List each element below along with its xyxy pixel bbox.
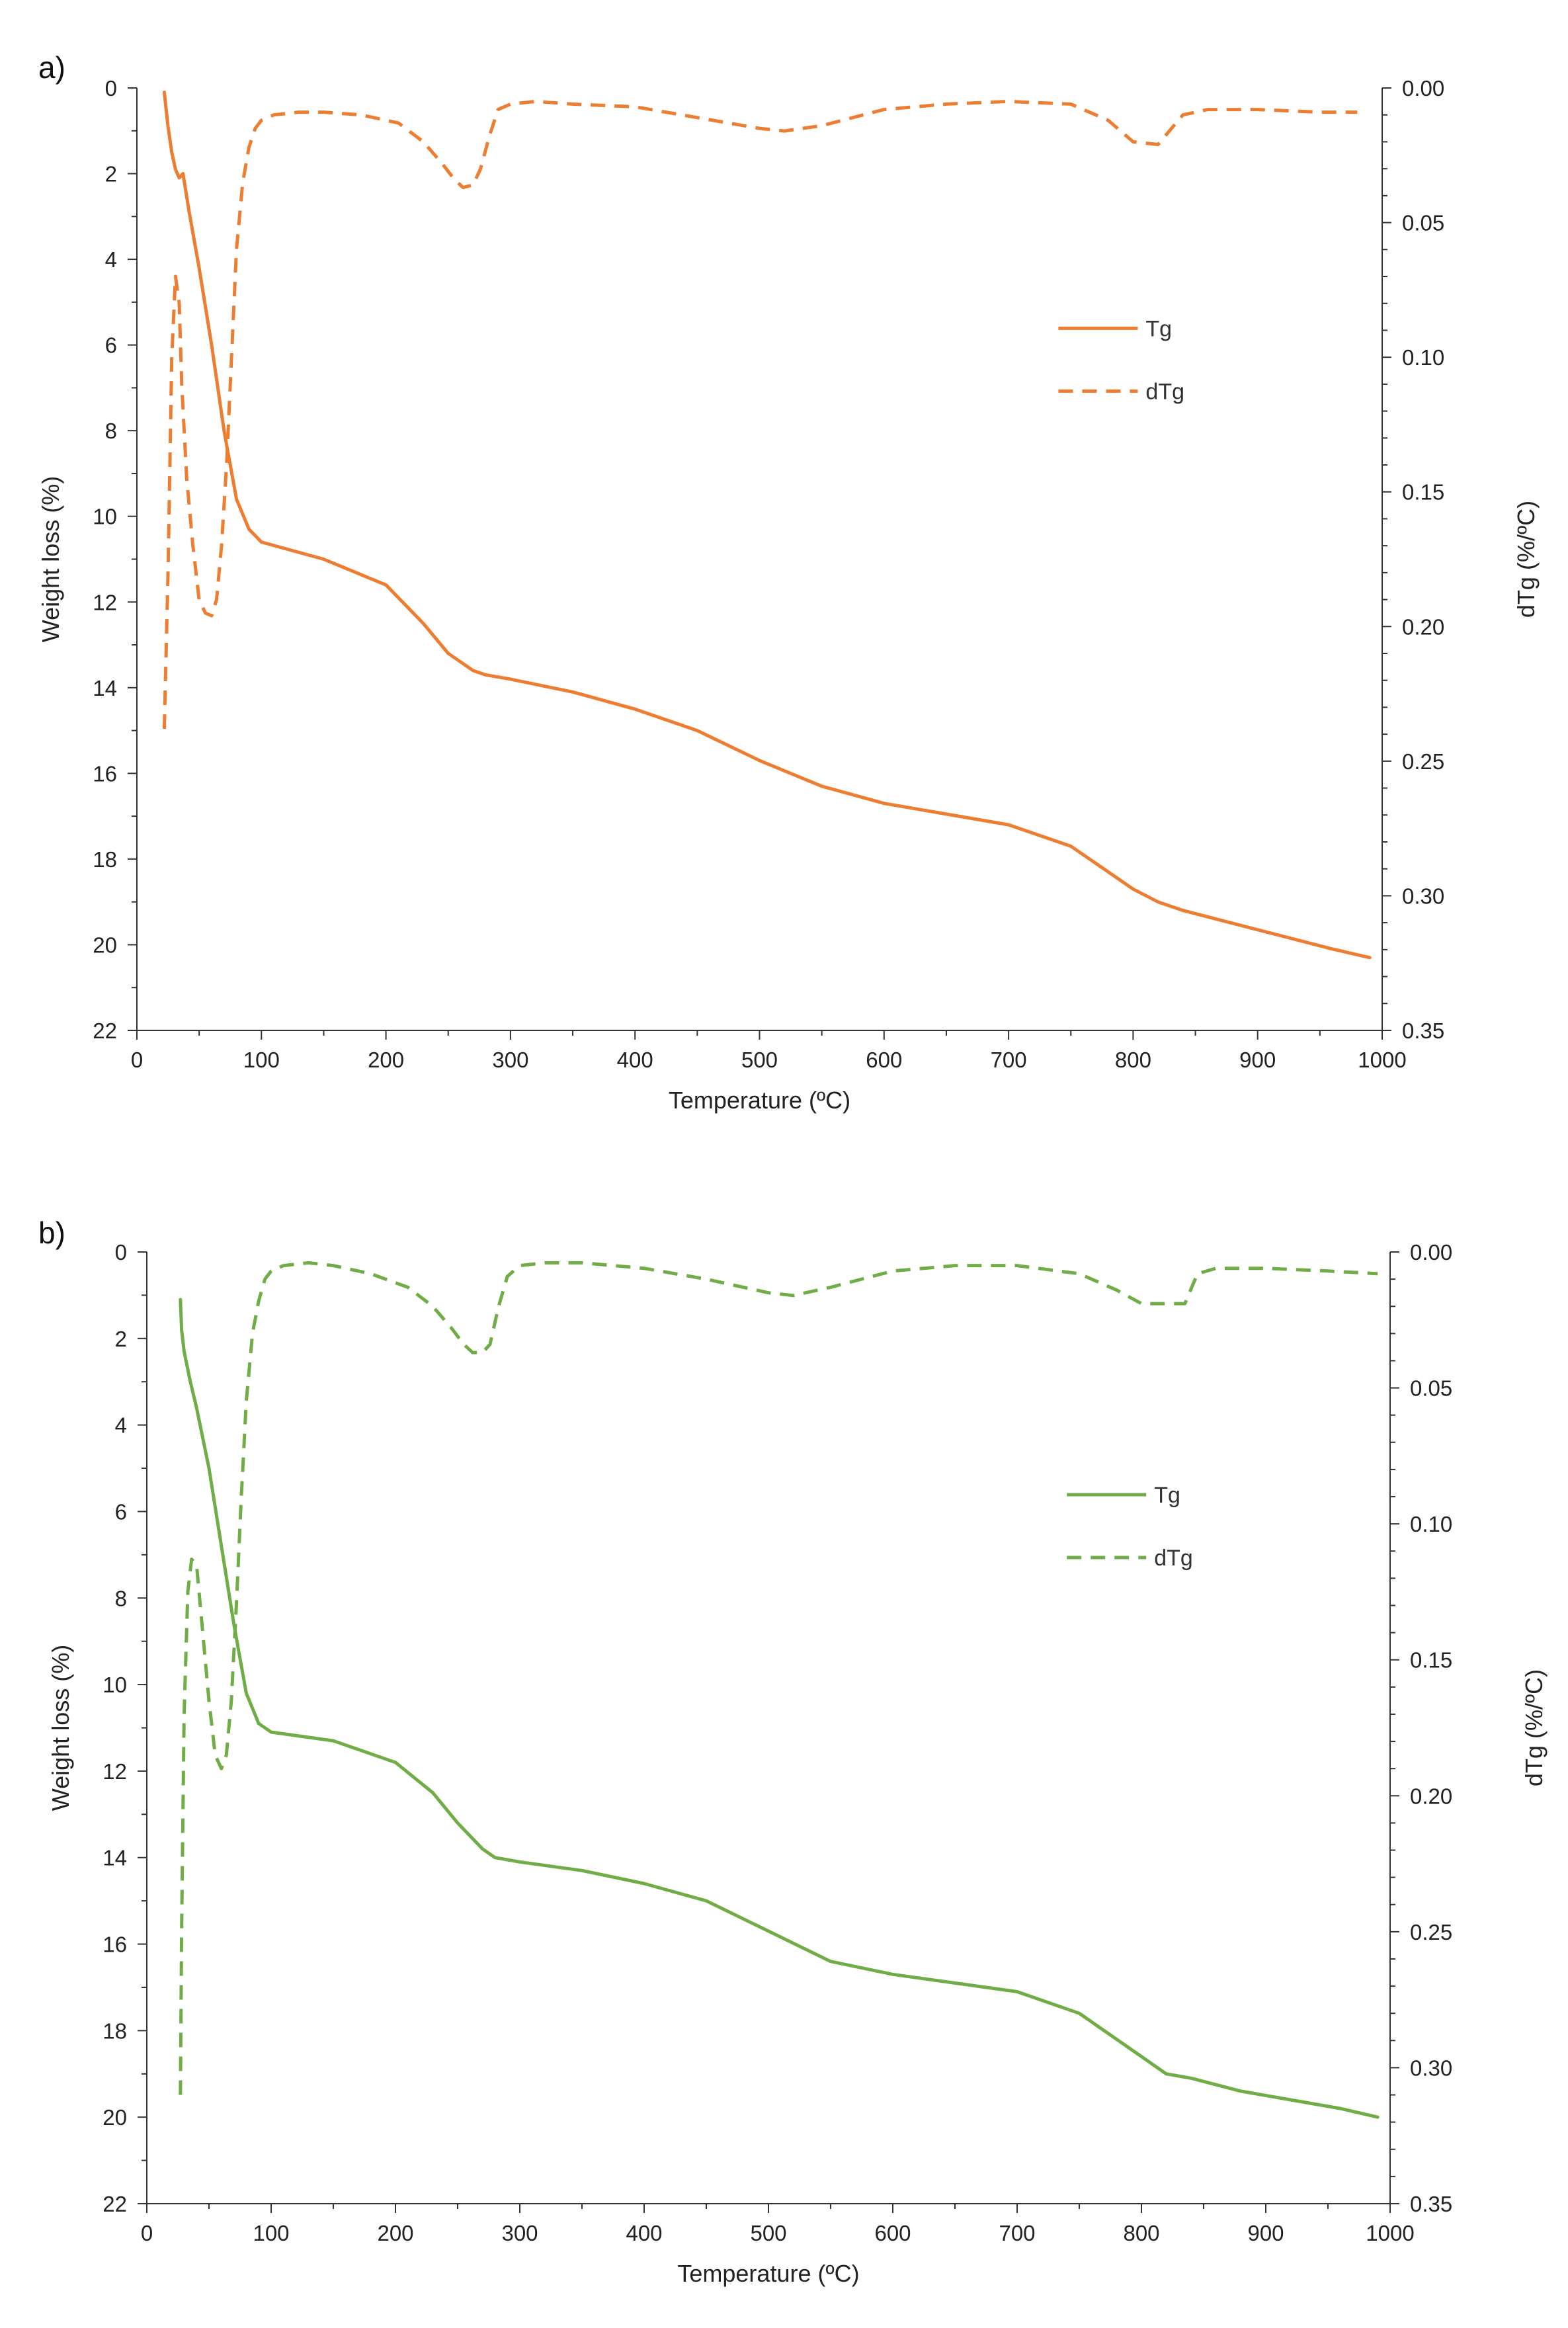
y2-tick-label: 0.35 bbox=[1410, 2192, 1452, 2216]
x-tick-label: 500 bbox=[750, 2221, 786, 2245]
y2-tick-label: 0.00 bbox=[1402, 76, 1444, 101]
y2-tick-label: 0.10 bbox=[1402, 345, 1444, 370]
y-tick-label: 22 bbox=[93, 1018, 117, 1043]
y-tick-label: 0 bbox=[115, 1240, 127, 1265]
y-tick-label: 20 bbox=[93, 933, 117, 957]
y2-tick-label: 0.35 bbox=[1402, 1018, 1444, 1043]
y-tick-label: 14 bbox=[103, 1846, 127, 1870]
x-tick-label: 1000 bbox=[1366, 2221, 1414, 2245]
series-line-dtg bbox=[179, 1261, 1378, 2095]
y-tick-label: 2 bbox=[115, 1327, 127, 1351]
x-tick-label: 400 bbox=[617, 1048, 653, 1072]
series-line-tg bbox=[179, 1298, 1380, 2119]
x-tick-label: 800 bbox=[1123, 2221, 1159, 2245]
x-tick-label: 800 bbox=[1115, 1048, 1151, 1072]
y-tick-label: 18 bbox=[103, 2018, 127, 2043]
y2-tick-label: 0.15 bbox=[1402, 480, 1444, 505]
x-tick-label: 100 bbox=[253, 2221, 289, 2245]
y-tick-label: 18 bbox=[93, 847, 117, 872]
x-tick-label: 600 bbox=[874, 2221, 911, 2245]
y-tick-label: 22 bbox=[103, 2192, 127, 2216]
y-tick-label: 10 bbox=[93, 505, 117, 529]
x-tick-label: 900 bbox=[1239, 1048, 1276, 1072]
y2-tick-label: 0.25 bbox=[1410, 1920, 1452, 1944]
y-tick-label: 20 bbox=[103, 2105, 127, 2130]
y-tick-label: 6 bbox=[105, 333, 117, 358]
y-tick-label: 6 bbox=[115, 1499, 127, 1524]
x-tick-label: 600 bbox=[866, 1048, 902, 1072]
y-tick-label: 4 bbox=[115, 1413, 127, 1438]
legend-label-tg: Tg bbox=[1145, 316, 1172, 341]
y-tick-label: 8 bbox=[115, 1586, 127, 1610]
chart-panel-2: b) 0 100 200 300 400 500 600 700 800 900 1000 0 2 4 6 8 1… bbox=[38, 1216, 1547, 2287]
y2-tick-label: 0.20 bbox=[1402, 614, 1444, 639]
x-tick-label: 1000 bbox=[1358, 1048, 1406, 1072]
x-tick-label: 700 bbox=[999, 2221, 1035, 2245]
y-tick-label: 10 bbox=[103, 1673, 127, 1697]
y-axis-title: Weight loss (%) bbox=[47, 1645, 74, 1811]
y-axis-title: Weight loss (%) bbox=[37, 476, 64, 642]
y2-tick-label: 0.05 bbox=[1402, 211, 1444, 235]
x-tick-label: 0 bbox=[131, 1048, 143, 1072]
panel-label: b) bbox=[38, 1216, 65, 1250]
y2-axis-title: dTg (%/ºC) bbox=[1520, 1669, 1547, 1786]
y2-tick-label: 0.00 bbox=[1410, 1240, 1452, 1265]
y-tick-label: 4 bbox=[105, 247, 117, 272]
x-tick-label: 200 bbox=[368, 1048, 404, 1072]
x-tick-label: 300 bbox=[492, 1048, 528, 1072]
series-line-dtg bbox=[162, 99, 1358, 729]
x-axis-title: Temperature (ºC) bbox=[669, 1087, 850, 1114]
y-tick-label: 16 bbox=[93, 761, 117, 786]
x-tick-label: 100 bbox=[243, 1048, 280, 1072]
legend-label-dtg: dTg bbox=[1145, 379, 1184, 404]
y2-axis-title: dTg (%/ºC) bbox=[1512, 501, 1540, 618]
x-tick-label: 900 bbox=[1247, 2221, 1284, 2245]
y2-tick-label: 0.30 bbox=[1402, 884, 1444, 908]
x-axis-title: Temperature (ºC) bbox=[677, 2260, 859, 2287]
series-line-tg bbox=[162, 91, 1372, 960]
y-tick-label: 0 bbox=[105, 76, 117, 101]
x-tick-label: 300 bbox=[501, 2221, 538, 2245]
y2-tick-label: 0.30 bbox=[1410, 2056, 1452, 2080]
y-tick-label: 16 bbox=[103, 1933, 127, 1957]
y-tick-label: 2 bbox=[105, 162, 117, 187]
x-tick-label: 500 bbox=[741, 1048, 778, 1072]
y-tick-label: 12 bbox=[103, 1759, 127, 1784]
legend-label-dtg: dTg bbox=[1154, 1546, 1193, 1571]
panel-label: a) bbox=[38, 50, 65, 85]
x-tick-label: 700 bbox=[991, 1048, 1027, 1072]
chart-panel-1: a) 0 100 200 300 400 500 600 700 800 900 1000 0 2 4 6 8 1… bbox=[37, 50, 1540, 1114]
y2-tick-label: 0.25 bbox=[1402, 749, 1444, 774]
y2-tick-label: 0.05 bbox=[1410, 1376, 1452, 1401]
x-tick-label: 400 bbox=[626, 2221, 662, 2245]
x-tick-label: 0 bbox=[141, 2221, 153, 2245]
y-tick-label: 14 bbox=[93, 676, 117, 700]
y2-tick-label: 0.15 bbox=[1410, 1648, 1452, 1673]
legend-label-tg: Tg bbox=[1154, 1483, 1180, 1508]
y-tick-label: 12 bbox=[93, 590, 117, 614]
y2-tick-label: 0.20 bbox=[1410, 1784, 1452, 1808]
y2-tick-label: 0.10 bbox=[1410, 1512, 1452, 1536]
x-tick-label: 200 bbox=[377, 2221, 413, 2245]
y-tick-label: 8 bbox=[105, 419, 117, 443]
